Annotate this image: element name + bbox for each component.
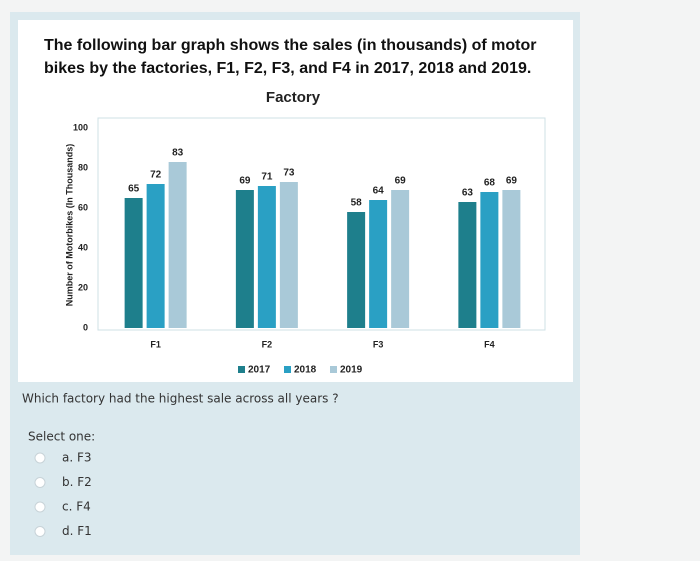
radio-button[interactable] xyxy=(34,452,46,464)
data-label: 68 xyxy=(484,178,496,189)
data-label: 73 xyxy=(283,168,295,179)
bar xyxy=(458,202,477,328)
y-tick-label: 100 xyxy=(73,122,88,132)
x-tick-label: F2 xyxy=(262,339,273,349)
radio-button[interactable] xyxy=(34,526,46,537)
legend-swatch xyxy=(238,366,245,373)
intro-box: The following bar graph shows the sales … xyxy=(44,37,537,77)
prompt: Which factory had the highest sale acros… xyxy=(22,392,339,406)
x-tick-label: F3 xyxy=(373,339,384,349)
y-axis-label: Number of Motorbikes (In Thousands) xyxy=(64,144,74,307)
data-label: 63 xyxy=(462,188,474,199)
radio-button[interactable] xyxy=(34,477,46,488)
bar xyxy=(369,200,388,328)
bar xyxy=(502,190,521,328)
data-label: 64 xyxy=(373,186,385,197)
y-tick-label: 80 xyxy=(78,162,88,172)
radio-button[interactable] xyxy=(34,501,46,513)
data-label: 65 xyxy=(128,184,140,195)
bar xyxy=(480,192,499,328)
bar xyxy=(124,198,143,328)
option-label[interactable]: b. F2 xyxy=(62,475,92,489)
bar xyxy=(146,184,165,328)
y-tick-label: 20 xyxy=(78,282,88,292)
bar xyxy=(168,162,187,328)
data-label: 69 xyxy=(239,176,251,187)
y-tick-label: 0 xyxy=(83,322,88,332)
bar xyxy=(235,190,254,328)
x-tick-label: F4 xyxy=(484,339,495,349)
data-label: 71 xyxy=(261,172,273,183)
intro-text: The following bar graph shows the sales … xyxy=(44,37,537,77)
option-label[interactable]: d. F1 xyxy=(62,524,92,538)
select-label: Select one: xyxy=(28,430,95,444)
data-label: 58 xyxy=(351,198,363,209)
legend-swatch xyxy=(330,366,337,373)
bar xyxy=(347,212,366,328)
data-label: 83 xyxy=(172,148,184,159)
bar xyxy=(391,190,410,328)
x-tick-label: F1 xyxy=(150,339,161,349)
option-label[interactable]: a. F3 xyxy=(62,451,92,465)
legend-label: 2018 xyxy=(294,365,317,376)
bar xyxy=(257,186,276,328)
plot-frame xyxy=(97,117,546,331)
bar xyxy=(279,182,298,328)
legend-swatch xyxy=(284,366,291,373)
legend-label: 2019 xyxy=(340,365,363,376)
chart-title: Factory xyxy=(266,89,321,106)
y-tick-label: 60 xyxy=(78,202,88,212)
data-label: 69 xyxy=(506,176,518,187)
data-label: 69 xyxy=(395,176,407,187)
option-label[interactable]: c. F4 xyxy=(62,500,91,514)
legend-label: 2017 xyxy=(248,365,271,376)
data-label: 72 xyxy=(150,170,162,181)
y-tick-label: 40 xyxy=(78,242,88,252)
